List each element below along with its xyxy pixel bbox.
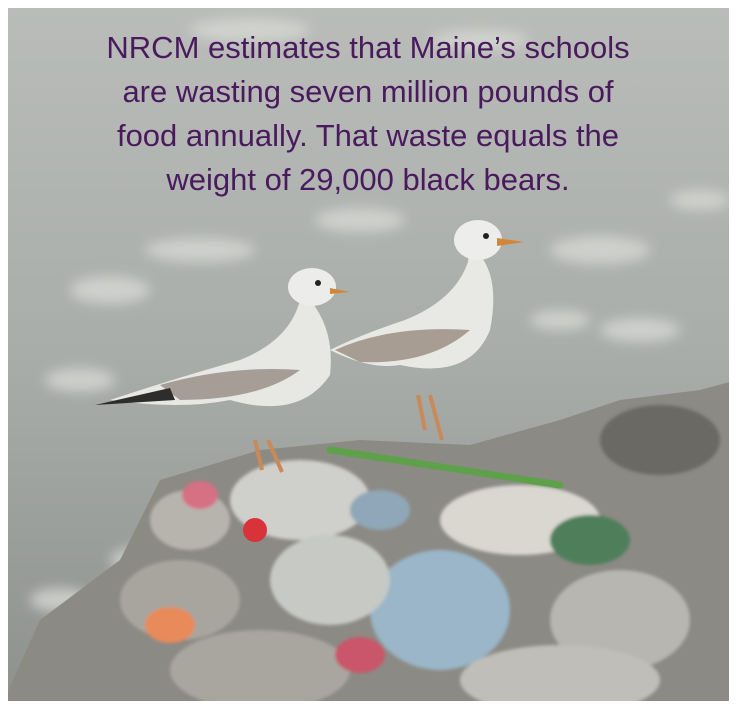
caption-line: are wasting seven million pounds of bbox=[122, 74, 613, 109]
photo-card: NRCM estimates that Maine’s schools are … bbox=[0, 0, 737, 709]
caption-line: food annually. That waste equals the bbox=[117, 118, 619, 153]
page: NRCM estimates that Maine’s schools are … bbox=[0, 0, 737, 709]
caption-line: weight of 29,000 black bears. bbox=[165, 162, 569, 197]
photo bbox=[0, 8, 737, 709]
caption-line: NRCM estimates that Maine’s schools bbox=[106, 30, 629, 65]
